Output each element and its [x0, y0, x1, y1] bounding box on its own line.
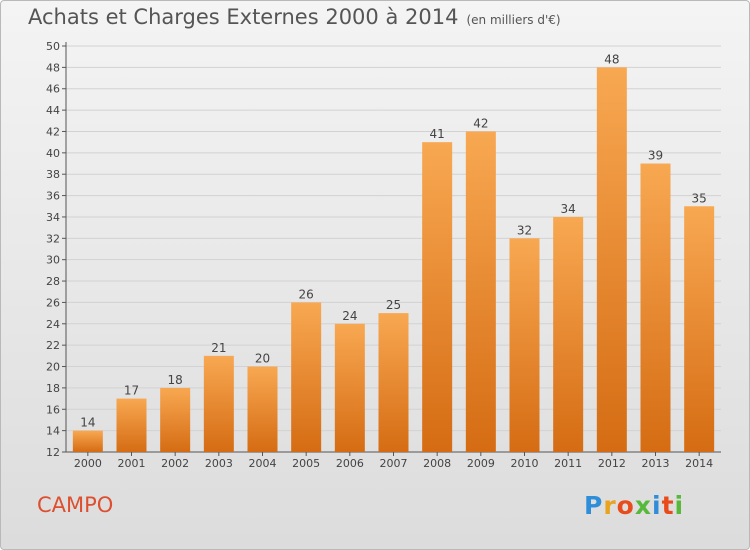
- y-tick-label: 20: [46, 361, 60, 374]
- labels: 12 14 16 18 20 22 24 26 28 30 32 34 36 38 40 42 44 46 48 50…: [46, 40, 713, 470]
- bar: [553, 216, 584, 452]
- y-tick-label: 16: [46, 403, 60, 416]
- data-label: 17: [124, 384, 139, 398]
- commune-name: CAMPO: [37, 493, 114, 517]
- y-tick-label: 50: [46, 40, 60, 53]
- y-tick-label: 28: [46, 275, 60, 288]
- data-label: 32: [517, 223, 532, 237]
- logo-letter: r: [603, 491, 617, 520]
- x-tick-label: 2008: [423, 457, 451, 470]
- y-tick-label: 34: [46, 211, 60, 224]
- y-tick-label: 42: [46, 125, 60, 138]
- bar: [640, 163, 671, 453]
- logo-letter: t: [661, 491, 675, 520]
- y-tick-label: 38: [46, 168, 60, 181]
- proxiti-logo: Proxiti: [584, 491, 684, 520]
- x-tick-label: 2010: [511, 457, 539, 470]
- y-tick-label: 36: [46, 190, 60, 203]
- x-tick-label: 2012: [598, 457, 626, 470]
- data-label: 34: [561, 202, 576, 216]
- bar: [116, 398, 147, 452]
- y-tick-label: 26: [46, 296, 60, 309]
- data-label: 42: [473, 116, 488, 130]
- y-tick-label: 12: [46, 446, 60, 459]
- data-label: 18: [168, 373, 183, 387]
- x-tick-label: 2004: [249, 457, 277, 470]
- bar: [422, 142, 453, 452]
- unit-note: (en milliers d'€): [466, 13, 561, 27]
- y-tick-label: 32: [46, 232, 60, 245]
- data-label: 25: [386, 298, 401, 312]
- chart-title: Achats et Charges Externes 2000 à 2014 (e…: [28, 5, 561, 29]
- x-tick-label: 2006: [336, 457, 364, 470]
- bar: [596, 67, 627, 453]
- data-label: 41: [430, 127, 445, 141]
- data-label: 39: [648, 149, 663, 163]
- bar: [203, 355, 234, 452]
- x-tick-label: 2014: [685, 457, 713, 470]
- y-tick-label: 30: [46, 254, 60, 267]
- x-tick-label: 2013: [642, 457, 670, 470]
- x-tick-label: 2003: [205, 457, 233, 470]
- x-tick-label: 2007: [380, 457, 408, 470]
- logo-letter: x: [634, 491, 652, 520]
- logo-letter: o: [616, 491, 635, 520]
- logo-letter: i: [652, 491, 662, 520]
- y-tick-label: 46: [46, 83, 60, 96]
- y-tick-label: 40: [46, 147, 60, 160]
- bar: [378, 313, 409, 452]
- data-label: 26: [299, 287, 314, 301]
- data-label: 14: [80, 416, 95, 430]
- bar: [160, 387, 191, 452]
- x-tick-label: 2001: [118, 457, 146, 470]
- y-tick-label: 22: [46, 339, 60, 352]
- bar: [247, 366, 278, 452]
- y-tick-label: 18: [46, 382, 60, 395]
- data-label: 20: [255, 352, 270, 366]
- y-tick-label: 14: [46, 425, 60, 438]
- bar: [291, 302, 322, 452]
- x-tick-label: 2009: [467, 457, 495, 470]
- bar: [684, 206, 715, 452]
- y-tick-label: 44: [46, 104, 60, 117]
- data-label: 35: [692, 191, 707, 205]
- data-label: 24: [342, 309, 357, 323]
- chart-title-text: Achats et Charges Externes 2000 à 2014: [28, 5, 459, 29]
- x-tick-label: 2005: [292, 457, 320, 470]
- x-tick-label: 2011: [554, 457, 582, 470]
- data-label: 48: [604, 52, 619, 66]
- y-tick-label: 24: [46, 318, 60, 331]
- data-label: 21: [211, 341, 226, 355]
- logo-letter: P: [584, 491, 604, 520]
- y-tick-label: 48: [46, 61, 60, 74]
- bar: [334, 323, 365, 452]
- bar: [465, 131, 496, 452]
- bars: [72, 67, 715, 453]
- x-tick-label: 2000: [74, 457, 102, 470]
- bar: [509, 238, 540, 452]
- bar: [72, 430, 103, 452]
- x-tick-label: 2002: [161, 457, 189, 470]
- logo-letter: i: [674, 491, 685, 520]
